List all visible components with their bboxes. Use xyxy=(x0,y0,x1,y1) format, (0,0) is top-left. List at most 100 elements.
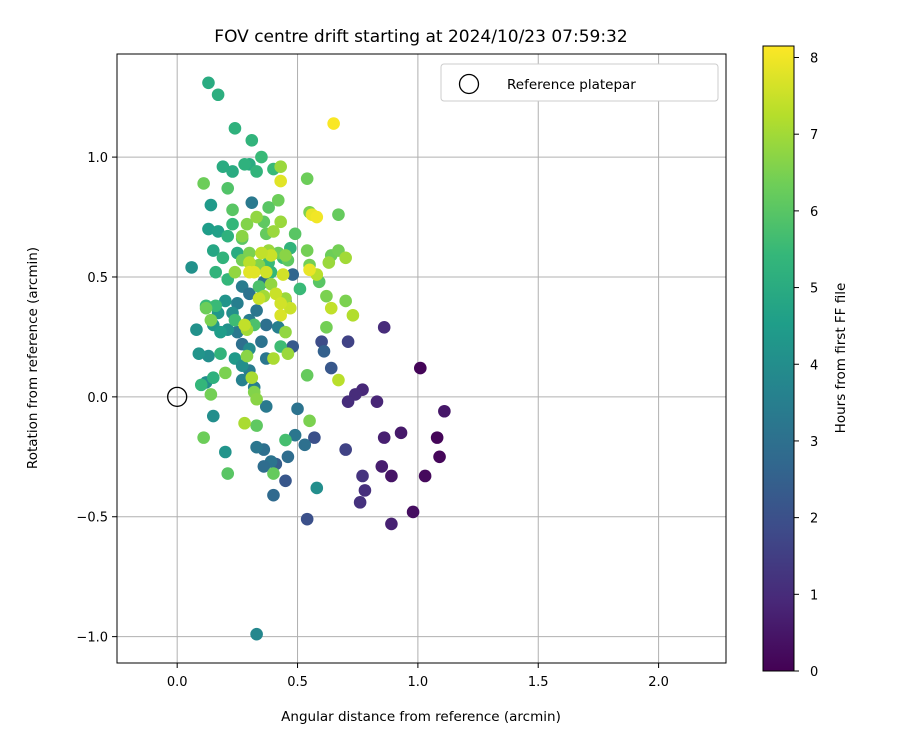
data-point xyxy=(240,349,254,363)
data-point xyxy=(288,428,302,442)
data-point xyxy=(235,359,249,372)
data-point xyxy=(243,287,256,301)
data-point xyxy=(259,265,273,279)
data-point xyxy=(279,433,292,447)
data-point xyxy=(274,160,287,173)
data-point xyxy=(339,443,352,456)
data-point xyxy=(300,244,314,257)
data-point xyxy=(356,469,369,483)
data-point xyxy=(257,460,271,473)
data-point xyxy=(288,227,302,241)
data-point xyxy=(264,277,278,291)
data-point xyxy=(250,440,263,454)
legend-label: Reference platepar xyxy=(507,77,636,93)
grid-lines xyxy=(117,54,726,663)
data-point xyxy=(216,251,230,265)
data-point xyxy=(324,361,338,375)
x-tick-label: 2.0 xyxy=(648,675,669,690)
data-point xyxy=(438,404,451,418)
data-point xyxy=(214,347,227,361)
data-point xyxy=(406,505,420,519)
data-point xyxy=(284,301,297,315)
data-point xyxy=(267,225,280,238)
data-point xyxy=(228,313,242,327)
data-point xyxy=(231,297,244,310)
legend: Reference platepar xyxy=(440,63,719,102)
data-point xyxy=(433,450,446,464)
data-point xyxy=(206,244,220,257)
data-point xyxy=(197,177,210,190)
data-point xyxy=(339,251,352,265)
data-point xyxy=(286,268,300,281)
colorbar xyxy=(762,45,795,672)
data-point xyxy=(250,419,263,432)
colorbar-tick-label: 0 xyxy=(810,665,818,680)
colorbar-tick-label: 1 xyxy=(810,588,818,603)
data-point xyxy=(252,292,266,305)
data-point xyxy=(209,265,222,279)
data-point xyxy=(310,210,324,224)
data-point xyxy=(211,88,225,102)
data-point xyxy=(238,318,251,332)
data-point xyxy=(226,203,239,217)
data-point xyxy=(228,265,242,279)
colorbar-tick-label: 6 xyxy=(810,205,818,220)
y-axis-label: Rotation from reference (arcmin) xyxy=(25,247,41,469)
data-point xyxy=(267,488,280,502)
data-point xyxy=(245,134,259,147)
data-point xyxy=(267,352,280,365)
data-point xyxy=(209,299,222,313)
data-point xyxy=(324,301,338,315)
data-point xyxy=(300,172,314,185)
data-point xyxy=(243,256,256,269)
data-point xyxy=(221,181,235,195)
data-point xyxy=(226,165,239,178)
data-point xyxy=(259,400,273,413)
x-tick-label: 1.0 xyxy=(408,675,429,690)
data-point xyxy=(394,426,408,440)
x-tick-label: 0.5 xyxy=(287,675,308,690)
data-point xyxy=(252,280,266,293)
data-point xyxy=(375,460,389,473)
data-point xyxy=(262,201,275,214)
data-point xyxy=(327,117,340,130)
y-tick-label: 0.0 xyxy=(87,391,108,406)
data-point xyxy=(320,321,333,334)
data-points xyxy=(185,76,451,641)
data-point xyxy=(293,282,307,296)
colorbar-ticks: 0 1 2 3 4 5 6 7 8 xyxy=(794,52,818,680)
y-tick-label: 1.0 xyxy=(87,151,108,166)
data-point xyxy=(269,287,283,301)
data-point xyxy=(221,229,235,243)
data-point xyxy=(194,378,208,392)
data-point xyxy=(322,256,336,269)
data-point xyxy=(303,263,316,277)
data-point xyxy=(308,431,321,444)
data-point xyxy=(197,431,210,444)
colorbar-tick-label: 8 xyxy=(810,52,818,67)
data-point xyxy=(267,467,280,480)
data-point xyxy=(300,368,314,382)
colorbar-tick-label: 2 xyxy=(810,512,818,527)
data-point xyxy=(418,469,432,483)
y-axis-ticks: −1.0 −0.5 0.0 0.5 1.0 xyxy=(76,151,117,646)
data-point xyxy=(250,210,263,224)
data-point xyxy=(339,294,352,308)
y-tick-label: 0.5 xyxy=(87,271,108,286)
data-point xyxy=(238,157,251,171)
data-point xyxy=(298,438,312,452)
data-point xyxy=(235,229,249,243)
x-tick-label: 1.5 xyxy=(528,675,549,690)
data-point xyxy=(274,215,287,229)
data-point xyxy=(281,347,295,361)
data-point xyxy=(243,265,256,279)
data-point xyxy=(255,335,268,349)
data-point xyxy=(346,309,360,322)
data-point xyxy=(358,484,372,497)
data-point xyxy=(274,297,287,310)
data-point xyxy=(255,150,268,164)
legend-box xyxy=(440,63,719,102)
legend-marker-icon xyxy=(458,73,480,95)
data-point xyxy=(315,335,328,349)
data-point xyxy=(281,450,295,464)
